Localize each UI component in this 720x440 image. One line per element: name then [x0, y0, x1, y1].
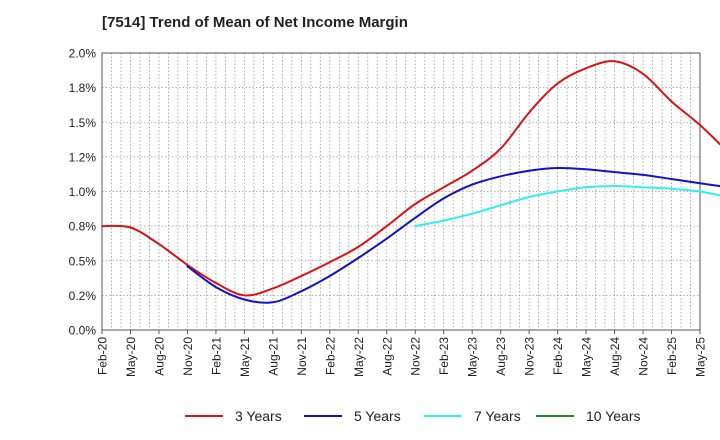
legend-swatch — [424, 415, 462, 417]
x-tick-label: May-22 — [352, 337, 366, 377]
legend-swatch — [536, 415, 574, 417]
x-tick-label: Feb-22 — [323, 337, 337, 375]
legend-item: 5 Years — [304, 405, 401, 427]
y-tick-label: 1.8% — [69, 81, 97, 95]
y-tick-label: 0.0% — [69, 324, 97, 338]
legend-label: 10 Years — [586, 408, 641, 424]
x-tick-label: May-20 — [124, 337, 138, 377]
y-tick-label: 0.5% — [69, 254, 97, 268]
y-tick-label: 0.8% — [69, 220, 97, 234]
x-tick-label: May-24 — [580, 337, 594, 377]
x-tick-label: Aug-20 — [152, 337, 166, 376]
legend-swatch — [185, 415, 223, 417]
x-tick-label: Aug-23 — [494, 337, 508, 376]
x-tick-label: May-23 — [466, 337, 480, 377]
x-tick-label: Aug-21 — [266, 337, 280, 376]
x-tick-label: Aug-24 — [608, 337, 622, 376]
series-line-3-years — [101, 60, 720, 297]
y-tick-label: 1.5% — [69, 116, 97, 130]
x-tick-label: May-21 — [238, 337, 252, 377]
x-tick-label: Aug-22 — [380, 337, 394, 376]
legend-swatch — [304, 415, 342, 417]
x-tick-label: May-25 — [694, 337, 708, 377]
x-tick-label: Feb-23 — [437, 337, 451, 375]
legend-label: 3 Years — [235, 408, 282, 424]
x-tick-label: Feb-20 — [96, 337, 110, 375]
legend-item: 7 Years — [424, 405, 521, 427]
x-tick-label: Feb-25 — [665, 337, 679, 375]
x-tick-label: Nov-24 — [637, 337, 651, 376]
chart-title: [7514] Trend of Mean of Net Income Margi… — [102, 14, 408, 31]
axis-layer: 0.0% 0.2% 0.5% 0.8% 1.0% 1.2% 1.5% 1.8% 2.0% Feb-… — [69, 47, 708, 378]
legend-item: 3 Years — [185, 405, 282, 427]
y-tick-label: 1.2% — [69, 150, 97, 164]
legend-item: 10 Years — [536, 405, 641, 427]
legend-label: 5 Years — [354, 408, 401, 424]
x-tick-label: Feb-21 — [209, 337, 223, 375]
y-tick-label: 2.0% — [69, 47, 97, 61]
x-tick-label: Nov-23 — [523, 337, 537, 376]
y-tick-label: 0.2% — [69, 289, 97, 303]
series-line-7-years — [414, 185, 720, 228]
grid-layer — [102, 52, 700, 330]
series-layer — [101, 60, 720, 304]
x-tick-label: Nov-20 — [181, 337, 195, 376]
legend: 3 Years 5 Years 7 Years 10 Years — [0, 405, 720, 427]
x-tick-label: Feb-24 — [551, 337, 565, 375]
x-tick-label: Nov-21 — [295, 337, 309, 376]
y-tick-label: 1.0% — [69, 185, 97, 199]
x-tick-label: Nov-22 — [409, 337, 423, 376]
legend-label: 7 Years — [474, 408, 521, 424]
series-line-5-years — [186, 166, 720, 304]
